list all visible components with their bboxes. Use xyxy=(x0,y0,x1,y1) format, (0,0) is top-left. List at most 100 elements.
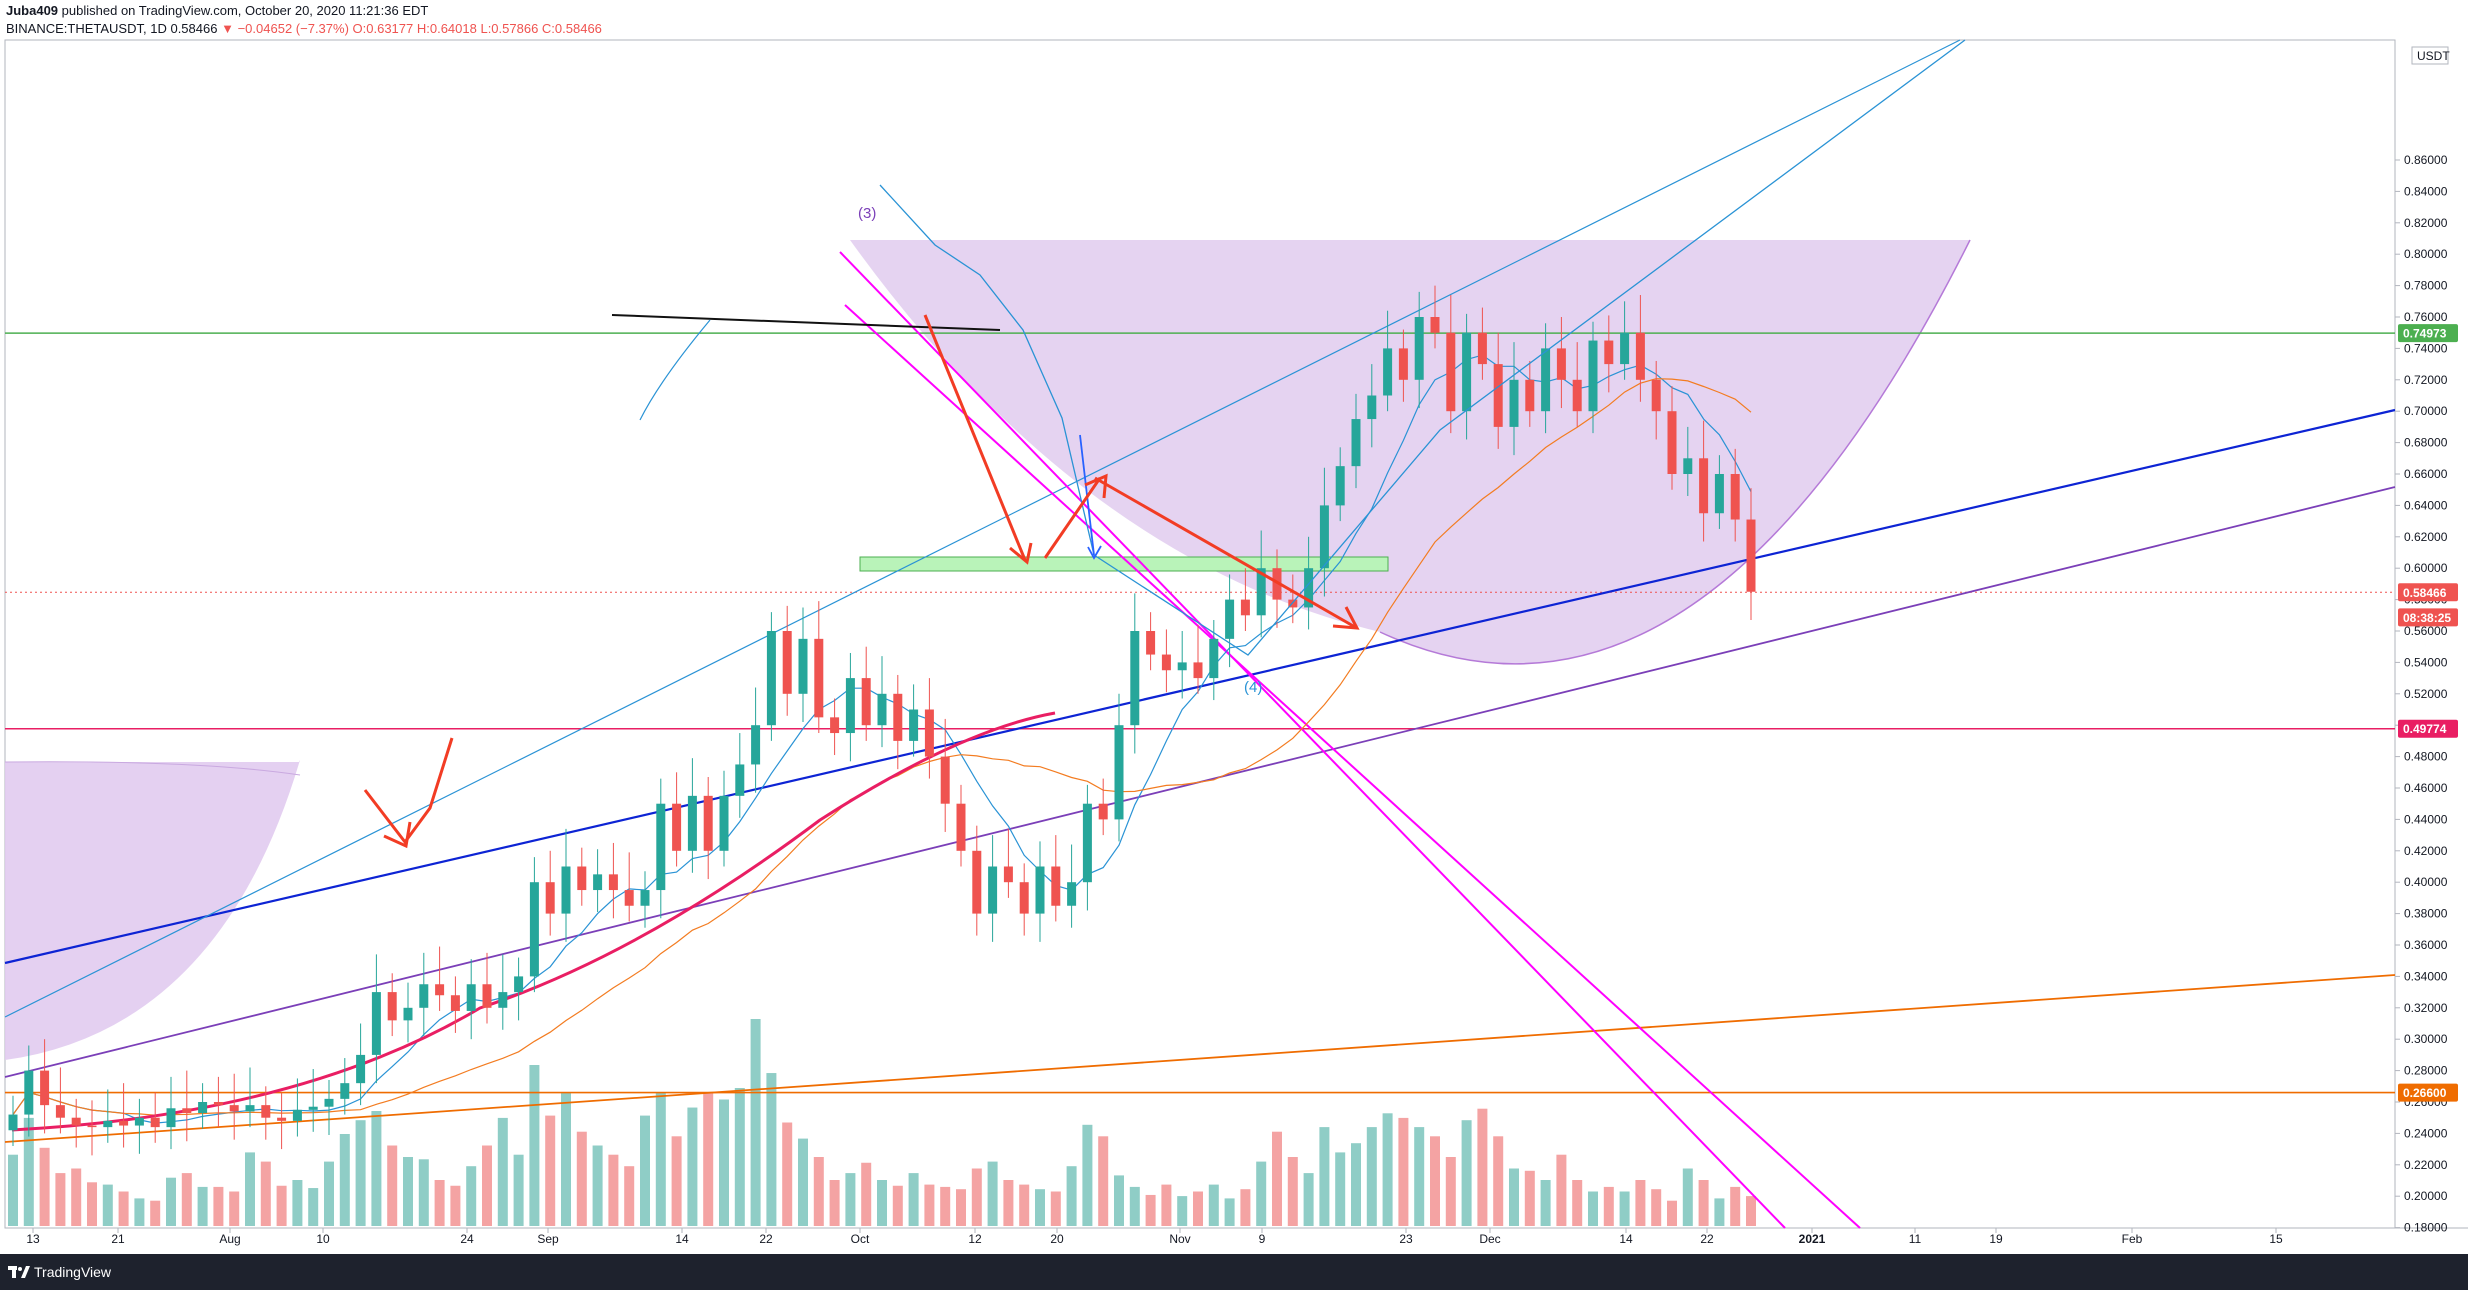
volume-bar xyxy=(1272,1131,1282,1226)
y-tick-label: 0.60000 xyxy=(2404,561,2448,575)
candle-body xyxy=(450,995,460,1011)
candle-body xyxy=(1240,599,1250,616)
candle-body xyxy=(1098,803,1108,820)
candle-body xyxy=(814,638,824,718)
candle-body xyxy=(1319,505,1329,569)
x-month-label: Oct xyxy=(851,1232,870,1246)
candlesticks xyxy=(8,285,1756,1156)
volume-bar xyxy=(1066,1166,1077,1226)
volume-bar xyxy=(1351,1143,1361,1226)
candle-body xyxy=(1035,866,1045,914)
volume-bar xyxy=(956,1189,966,1226)
volume-bar xyxy=(1588,1191,1598,1226)
price-label-text: 0.49774 xyxy=(2403,722,2447,736)
candle-body xyxy=(213,1102,223,1106)
volume-bar xyxy=(387,1145,398,1226)
volume-bar xyxy=(1082,1124,1093,1226)
y-tick-label: 0.62000 xyxy=(2404,530,2448,544)
candle-body xyxy=(956,803,966,851)
tradingview-logo-icon[interactable] xyxy=(8,1263,30,1281)
publisher-name[interactable]: Juba409 xyxy=(6,3,59,18)
channel-lower-line xyxy=(639,319,711,421)
volume-bar xyxy=(1335,1152,1346,1226)
candle-body xyxy=(593,874,603,891)
ma-slow-line xyxy=(11,711,1056,1132)
volume-bar xyxy=(1303,1173,1314,1226)
price-label-text: 0.74973 xyxy=(2403,327,2447,341)
candle-body xyxy=(24,1070,34,1115)
volume-bar xyxy=(118,1191,129,1226)
volume-bar xyxy=(213,1186,224,1226)
purple-zone-left-edge xyxy=(4,761,301,776)
volume-bar xyxy=(1651,1189,1662,1226)
volume-bar xyxy=(39,1147,50,1226)
price-axis[interactable]: 0.86000 0.84000 0.82000 0.80000 0.78000 0.760… xyxy=(2395,46,2458,1290)
candle-body xyxy=(1541,348,1551,412)
volume-bar xyxy=(1035,1189,1045,1226)
x-day-label: 14 xyxy=(675,1232,689,1246)
volume-bar xyxy=(829,1180,840,1226)
candle-body xyxy=(1209,638,1219,679)
candle-body xyxy=(482,984,492,1008)
y-tick-label: 0.46000 xyxy=(2404,781,2448,795)
candle-body xyxy=(909,709,919,741)
y-tick-label: 0.42000 xyxy=(2404,844,2448,858)
candle-body xyxy=(1620,332,1630,365)
candle-body xyxy=(1635,332,1645,380)
price-label-text: 08:38:25 xyxy=(2403,611,2451,625)
volume-bar xyxy=(798,1138,808,1226)
candle-body xyxy=(545,882,555,914)
candle-body xyxy=(87,1125,97,1128)
candle-body xyxy=(182,1108,192,1113)
candle-body xyxy=(1746,519,1756,592)
volume-bar xyxy=(276,1185,287,1226)
volume-bar xyxy=(1477,1108,1488,1226)
candle-body xyxy=(1398,348,1408,380)
candle-body xyxy=(1193,662,1203,679)
x-day-label: 12 xyxy=(968,1232,982,1246)
volume-bar xyxy=(166,1177,176,1226)
x-month-label: Nov xyxy=(1169,1232,1190,1246)
volume-bar xyxy=(1524,1170,1535,1226)
volume-bar xyxy=(371,1111,382,1226)
candle-body xyxy=(119,1120,129,1126)
y-tick-label: 0.44000 xyxy=(2404,812,2448,826)
volume-bar xyxy=(940,1186,951,1226)
descending-channel-lower xyxy=(844,304,1861,1229)
candle-body xyxy=(1019,882,1029,914)
arrow-head-icon xyxy=(383,821,412,849)
candle-body xyxy=(1335,466,1345,506)
volume-bar xyxy=(671,1136,682,1226)
candle-body xyxy=(529,882,539,977)
volume-bar xyxy=(434,1180,445,1226)
x-day-label: 19 xyxy=(1989,1232,2003,1246)
x-day-label: 10 xyxy=(316,1232,330,1246)
candle-body xyxy=(1430,317,1440,333)
volume-bar xyxy=(987,1161,998,1226)
symbol-name[interactable]: BINANCE:THETAUSDT, 1D xyxy=(6,21,167,36)
candle-body xyxy=(1082,803,1092,883)
volume-bar xyxy=(292,1180,303,1226)
volume-bar xyxy=(150,1200,161,1226)
candle-body xyxy=(861,678,871,726)
candle-body xyxy=(371,992,381,1055)
time-axis[interactable]: 13 21 Aug 10 24 Sep 14 22 Oct 12 20 Nov 9 23 Dec 14 22 20… xyxy=(26,1228,2283,1246)
volume-bar xyxy=(734,1088,745,1226)
volume-bar xyxy=(1208,1184,1219,1226)
volume-bar xyxy=(355,1120,366,1226)
candle-body xyxy=(1699,458,1709,514)
volume-bar xyxy=(339,1134,350,1226)
volume-bar xyxy=(245,1152,255,1226)
volume-bar xyxy=(813,1157,824,1226)
tradingview-brand[interactable]: TradingView xyxy=(34,1264,112,1280)
y-tick-label: 0.54000 xyxy=(2404,655,2448,669)
candle-body xyxy=(972,850,982,914)
volume-bar xyxy=(1224,1198,1235,1226)
volume-bar xyxy=(1682,1168,1693,1226)
volume-bar xyxy=(1145,1194,1156,1226)
red-arrow-small xyxy=(363,737,454,845)
arrow-head-icon xyxy=(1332,606,1360,630)
candle-body xyxy=(1525,379,1535,412)
candle-body xyxy=(1604,340,1614,365)
